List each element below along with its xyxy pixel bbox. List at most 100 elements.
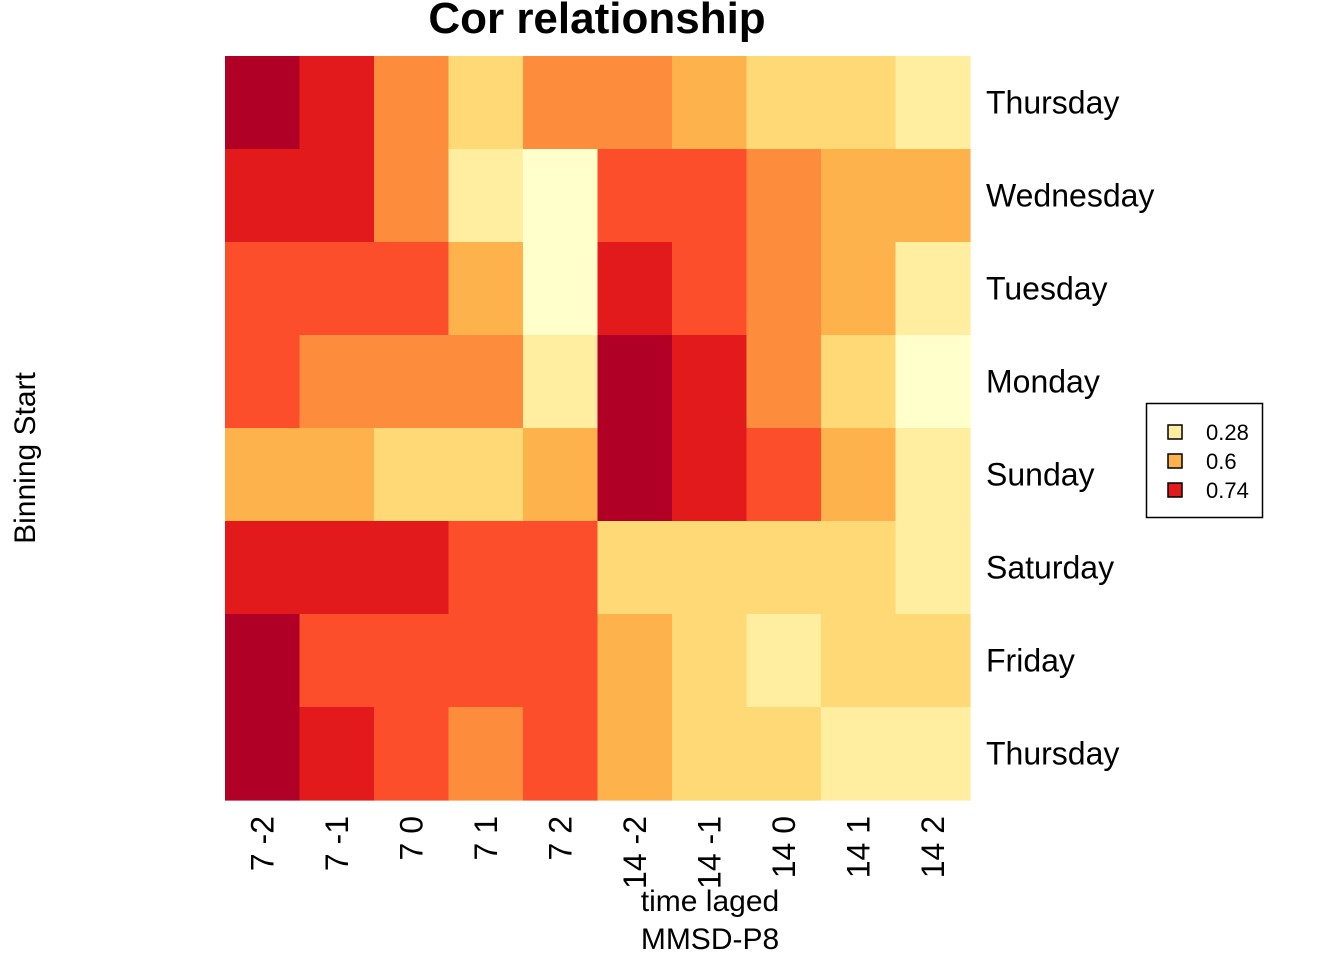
- heatmap-cell: [597, 521, 673, 615]
- heatmap-cell: [448, 707, 524, 801]
- y-axis-label: Binning Start: [9, 371, 42, 543]
- heatmap-cell: [597, 614, 673, 708]
- heatmap-cell: [523, 242, 599, 336]
- x-axis-sublabel: MMSD-P8: [641, 923, 779, 956]
- heatmap-cell: [374, 707, 450, 801]
- heatmap-cell: [597, 242, 673, 336]
- heatmap-cell: [895, 335, 971, 429]
- legend-swatch: [1167, 453, 1183, 469]
- heatmap-cell: [299, 242, 375, 336]
- heatmap-cell: [523, 56, 599, 150]
- heatmap-cell: [746, 242, 822, 336]
- column-label: 7 -1: [319, 816, 355, 871]
- heatmap-cell: [895, 521, 971, 615]
- heatmap-cell: [448, 242, 524, 336]
- heatmap-cell: [448, 56, 524, 150]
- legend-label: 0.74: [1206, 478, 1249, 503]
- heatmap-cells: [225, 56, 971, 801]
- heatmap-cell: [225, 149, 301, 243]
- heatmap-cell: [672, 428, 748, 522]
- column-label: 7 2: [542, 816, 578, 860]
- legend: 0.28 0.6 0.74: [1145, 402, 1264, 519]
- heatmap-cell: [895, 149, 971, 243]
- heatmap-cell: [672, 149, 748, 243]
- legend-swatch: [1167, 424, 1183, 440]
- heatmap-cell: [374, 614, 450, 708]
- heatmap-cell: [523, 335, 599, 429]
- heatmap-cell: [746, 521, 822, 615]
- heatmap-cell: [597, 428, 673, 522]
- heatmap-cell: [299, 428, 375, 522]
- heatmap-cell: [374, 56, 450, 150]
- heatmap-cell: [895, 242, 971, 336]
- column-label: 7 0: [393, 816, 429, 860]
- heatmap-cell: [225, 56, 301, 150]
- heatmap-cell: [746, 428, 822, 522]
- heatmap-cell: [895, 428, 971, 522]
- row-label: Friday: [986, 643, 1075, 679]
- column-label: 7 1: [468, 816, 504, 860]
- row-label: Thursday: [986, 85, 1119, 121]
- heatmap-cell: [523, 707, 599, 801]
- heatmap-cell: [746, 335, 822, 429]
- column-label: 14 2: [915, 816, 951, 878]
- heatmap-cell: [672, 707, 748, 801]
- heatmap-cell: [746, 56, 822, 150]
- heatmap-cell: [225, 335, 301, 429]
- heatmap-cell: [895, 707, 971, 801]
- heatmap-cell: [895, 614, 971, 708]
- heatmap-cell: [523, 149, 599, 243]
- heatmap-cell: [821, 521, 897, 615]
- heatmap-cell: [672, 521, 748, 615]
- heatmap-cell: [821, 56, 897, 150]
- x-axis-label: time laged: [641, 885, 779, 918]
- heatmap-cell: [672, 56, 748, 150]
- heatmap-cell: [821, 242, 897, 336]
- row-labels: Thursday Wednesday Tuesday Monday Sunday Satu…: [986, 85, 1154, 772]
- heatmap-cell: [225, 428, 301, 522]
- column-label: 14 -2: [617, 816, 653, 889]
- heatmap-cell: [299, 56, 375, 150]
- heatmap-cell: [523, 614, 599, 708]
- heatmap-cell: [597, 149, 673, 243]
- heatmap-cell: [523, 521, 599, 615]
- heatmap-cell: [374, 149, 450, 243]
- column-label: 14 -1: [691, 816, 727, 889]
- heatmap-cell: [597, 56, 673, 150]
- heatmap-cell: [299, 149, 375, 243]
- heatmap-cell: [299, 707, 375, 801]
- legend-label: 0.6: [1206, 449, 1237, 474]
- heatmap-cell: [746, 614, 822, 708]
- heatmap-cell: [225, 242, 301, 336]
- column-label: 14 0: [766, 816, 802, 878]
- legend-entries: 0.28 0.6 0.74: [1167, 420, 1249, 503]
- legend-label: 0.28: [1206, 420, 1249, 445]
- heatmap-cell: [448, 614, 524, 708]
- row-label: Wednesday: [986, 178, 1154, 214]
- heatmap-cell: [448, 149, 524, 243]
- row-label: Saturday: [986, 550, 1114, 586]
- heatmap-cell: [597, 707, 673, 801]
- heatmap-cell: [374, 521, 450, 615]
- column-label: 14 1: [840, 816, 876, 878]
- column-label: 7 -2: [244, 816, 280, 871]
- heatmap-cell: [299, 521, 375, 615]
- heatmap-cell: [374, 242, 450, 336]
- heatmap-cell: [597, 335, 673, 429]
- legend-box: [1145, 402, 1264, 519]
- heatmap-cell: [746, 149, 822, 243]
- heatmap-cell: [821, 149, 897, 243]
- heatmap-cell: [225, 521, 301, 615]
- legend-swatch: [1167, 482, 1183, 498]
- heatmap-cell: [821, 614, 897, 708]
- heatmap-cell: [746, 707, 822, 801]
- heatmap-cell: [448, 521, 524, 615]
- heatmap-cell: [821, 428, 897, 522]
- heatmap-cell: [374, 428, 450, 522]
- row-label: Sunday: [986, 457, 1095, 493]
- heatmap-cell: [448, 428, 524, 522]
- heatmap-cell: [821, 707, 897, 801]
- heatmap-cell: [225, 614, 301, 708]
- chart-title: Cor relationship: [428, 0, 765, 43]
- row-label: Thursday: [986, 736, 1119, 772]
